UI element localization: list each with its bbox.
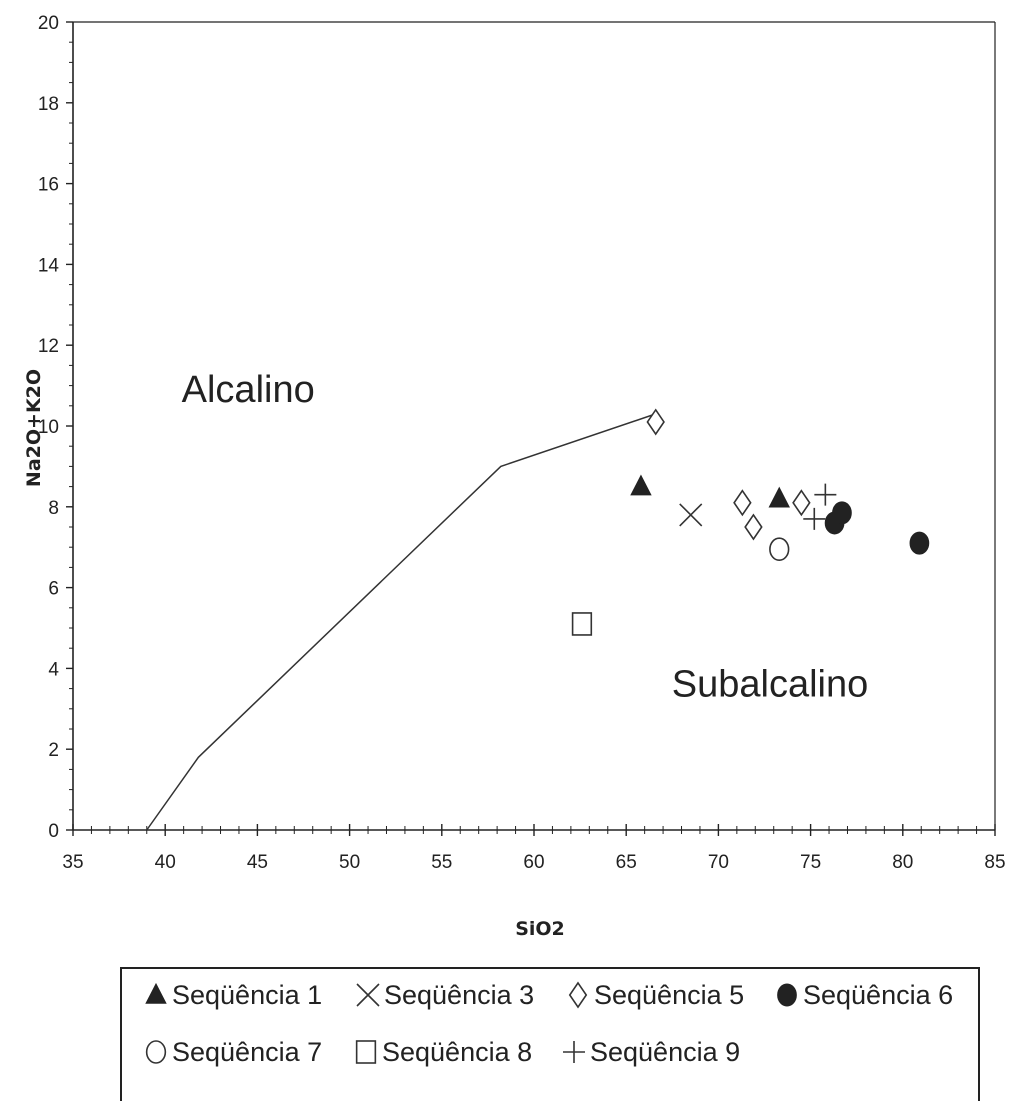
y-tick-label: 20 [38, 13, 59, 34]
data-points [571, 408, 930, 636]
legend-entry-label: Seqüência 7 [172, 1037, 322, 1067]
data-point [792, 489, 811, 517]
data-point [832, 501, 852, 525]
boundary-layer [146, 413, 656, 831]
region-label: Alcalino [182, 369, 315, 411]
x-tick-label: 70 [708, 852, 729, 873]
data-point [803, 507, 826, 530]
data-point [909, 531, 930, 555]
x-tick-label: 80 [892, 852, 913, 873]
y-tick-label: 0 [48, 821, 59, 842]
data-point [571, 612, 593, 636]
legend-marker [777, 983, 797, 1007]
y-tick-label: 10 [38, 417, 59, 438]
data-point [679, 503, 703, 527]
x-tick-label: 65 [616, 852, 637, 873]
y-axis-title: Na2O+K2O [23, 369, 45, 487]
x-tick-label: 45 [247, 852, 268, 873]
x-tick-label: 40 [155, 852, 176, 873]
region-labels: Alcalino Subalcalino [182, 369, 869, 706]
y-tick-label: 4 [48, 659, 59, 680]
x-tick-label: 75 [800, 852, 821, 873]
legend-marker [145, 1040, 167, 1064]
legend-marker [356, 983, 380, 1007]
legend: Seqüência 1 Seqüência 3 Seqüência 5 Seqüênc… [120, 967, 980, 1101]
y-tick-label: 18 [38, 94, 59, 115]
region-label: Subalcalino [672, 664, 868, 706]
legend-entry-label: Seqüência 5 [594, 980, 744, 1010]
legend-entry-label: Seqüência 8 [382, 1037, 532, 1067]
legend-marker [568, 981, 588, 1009]
legend-marker [355, 1040, 377, 1064]
legend-entry-label: Seqüência 9 [590, 1037, 740, 1067]
x-tick-label: 35 [62, 852, 83, 873]
legend-entry-label: Seqüência 1 [172, 980, 322, 1010]
x-axis-title: SiO2 [515, 918, 565, 940]
legend-frame [120, 967, 980, 1101]
x-tick-label: 50 [339, 852, 360, 873]
y-tick-label: 8 [48, 498, 59, 519]
y-tick-label: 14 [38, 255, 60, 276]
legend-entry-label: Seqüência 6 [803, 980, 953, 1010]
data-point [646, 408, 665, 436]
x-tick-label: 85 [984, 852, 1005, 873]
legend-marker [145, 982, 167, 1004]
data-point [630, 474, 652, 496]
axes: 35 40 45 50 55 60 65 70 75 80 85 0 2 4 6 8 10 12 14 16 18 20 [38, 13, 1006, 873]
x-tick-label: 55 [431, 852, 452, 873]
y-tick-label: 12 [38, 336, 59, 357]
legend-marker [563, 1041, 585, 1063]
x-tick-label: 60 [523, 852, 544, 873]
data-point [744, 513, 763, 541]
alkaline-subalkaline-boundary-line [146, 413, 656, 831]
data-point [814, 483, 837, 506]
y-tick-label: 6 [48, 579, 59, 600]
y-tick-label: 2 [48, 740, 59, 761]
data-point [768, 486, 790, 508]
legend-entry-label: Seqüência 3 [384, 980, 534, 1010]
data-point [733, 489, 752, 517]
data-point [769, 537, 790, 562]
y-tick-label: 16 [38, 175, 59, 196]
